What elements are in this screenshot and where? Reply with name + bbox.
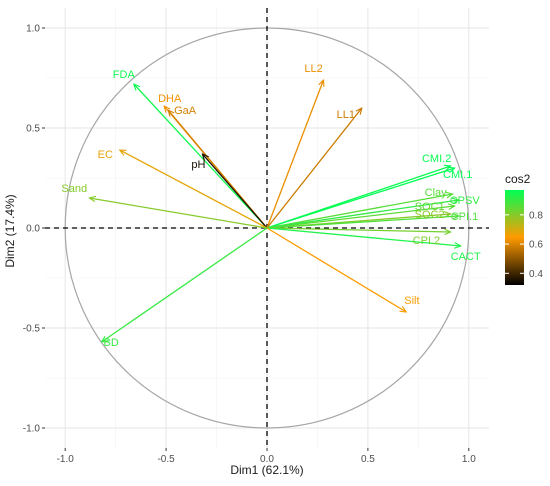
label-cpi-2: CPI.2 <box>413 235 441 247</box>
y-tick-label: -0.5 <box>23 324 41 335</box>
legend-tick-label: 0.6 <box>529 240 543 251</box>
label-gaa: GaA <box>174 105 197 117</box>
label-cpi-1: CPI.1 <box>451 211 479 223</box>
variable-arrows <box>89 80 460 342</box>
arrow-cpi-1 <box>266 216 459 229</box>
y-tick-label: 0.5 <box>26 124 40 135</box>
label-cmi-1: CMI.1 <box>443 169 472 181</box>
x-tick-label: -1.0 <box>57 454 75 465</box>
label-ph: pH <box>191 159 205 171</box>
y-tick-label: 1.0 <box>26 24 40 35</box>
label-silt: Silt <box>404 295 419 307</box>
arrow-cact <box>266 227 461 246</box>
legend-ticks: 0.4 0.6 0.8 <box>505 210 543 280</box>
arrow-ll2 <box>266 80 324 229</box>
label-ll1: LL1 <box>337 109 355 121</box>
arrow-bd <box>102 227 268 342</box>
arrow-ll1 <box>266 108 362 229</box>
label-fda: FDA <box>113 69 136 81</box>
arrow-ec <box>120 150 268 229</box>
x-tick-label: 0.5 <box>361 454 375 465</box>
label-ll2: LL2 <box>304 63 322 75</box>
arrow-sand <box>89 198 268 229</box>
label-dha: DHA <box>158 93 182 105</box>
label-cmi-2: CMI.2 <box>422 153 451 165</box>
legend-tick-label: 0.4 <box>529 269 543 280</box>
y-axis-title: Dim2 (17.4%) <box>3 194 17 267</box>
arrow-ph <box>202 154 268 229</box>
arrow-cpi-2 <box>266 227 451 232</box>
arrow-silt <box>266 227 406 312</box>
x-axis-title: Dim1 (62.1%) <box>230 463 303 477</box>
arrow-fda <box>134 84 268 229</box>
label-sand: Sand <box>61 183 87 195</box>
arrow-soc1 <box>266 206 455 229</box>
label-soc2: SOC2 <box>415 209 445 221</box>
y-tick-label: 0.0 <box>26 224 40 235</box>
x-tick-label: 0.0 <box>260 454 274 465</box>
arrow-cmi-1 <box>266 168 455 229</box>
y-tick-label: -1.0 <box>23 424 41 435</box>
x-tick-label: 1.0 <box>462 454 476 465</box>
arrow-cpsv <box>266 200 459 229</box>
label-cact: CACT <box>451 251 481 263</box>
label-cpsv: CPSV <box>450 195 481 207</box>
x-tick-label: -0.5 <box>157 454 175 465</box>
label-clay: Clay <box>425 187 448 199</box>
arrow-clay <box>266 194 453 229</box>
label-ec: EC <box>98 149 113 161</box>
legend-colorbar <box>505 190 524 285</box>
legend-title: cos2 <box>505 172 531 186</box>
label-soc1: SOC1 <box>415 201 445 213</box>
legend: cos2 0.4 0.6 0.8 <box>505 172 543 285</box>
legend-tick-label: 0.8 <box>529 210 543 221</box>
axis-ticks: -1.0 -0.5 0.0 0.5 1.0 -1.0 -0.5 0.0 0.5 1.0 <box>23 24 476 466</box>
label-bd: BD <box>104 337 119 349</box>
